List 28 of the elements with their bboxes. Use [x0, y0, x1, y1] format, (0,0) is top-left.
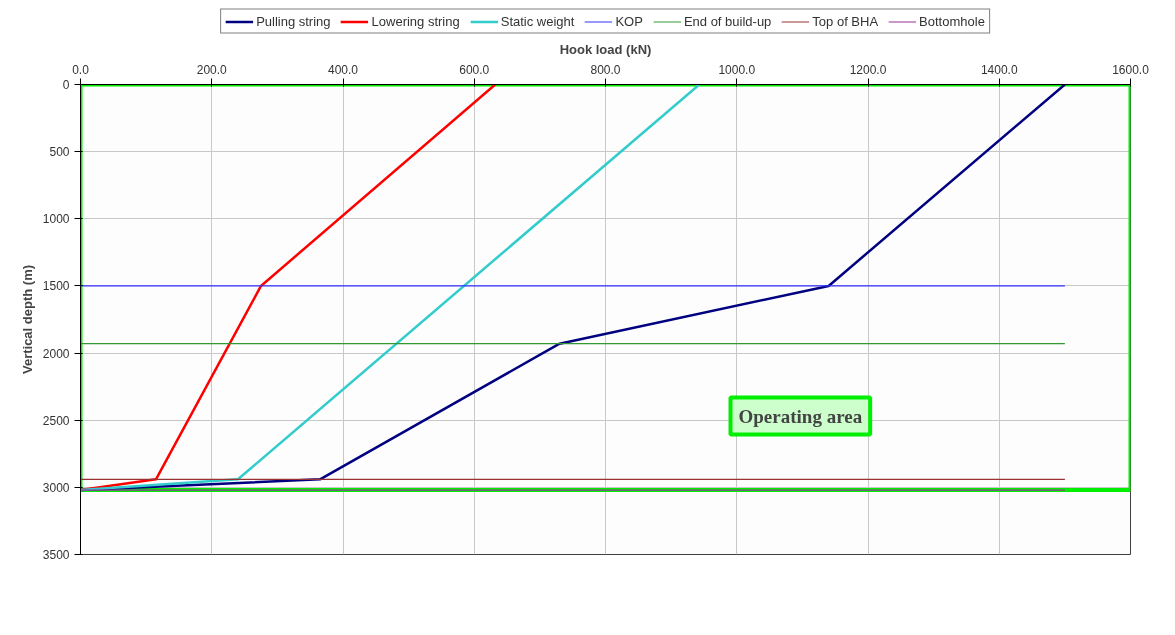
y-tick-label: 2000	[42, 346, 70, 361]
legend-label: Static weight	[500, 13, 575, 29]
legend-label: Top of BHA	[812, 13, 879, 29]
y-axis-title: Vertical depth (m)	[19, 264, 35, 375]
x-tick-label: 200.0	[196, 62, 228, 77]
x-tick-label: 600.0	[459, 62, 490, 77]
x-axis-title: Hook load (kN)	[559, 41, 652, 57]
x-tick-label: 0.0	[72, 62, 90, 77]
legend-label: Pulling string	[256, 13, 331, 29]
y-tick-label: 3000	[42, 480, 70, 495]
x-tick-label: 1400.0	[980, 62, 1018, 77]
y-tick-label: 500	[49, 145, 70, 160]
legend-label: End of build-up	[683, 13, 772, 29]
x-tick-label: 800.0	[590, 62, 621, 77]
annotation: Operating area	[738, 405, 863, 427]
x-tick-label: 1600.0	[1112, 62, 1150, 77]
x-tick-label: 1000.0	[718, 62, 756, 77]
legend-label: KOP	[615, 13, 643, 29]
line-series	[80, 84, 497, 492]
x-tick-label: 400.0	[327, 62, 359, 77]
legend-label: Lowering string	[371, 13, 460, 29]
y-tick-label: 3500	[42, 548, 70, 562]
y-tick-label: 0	[62, 78, 70, 92]
y-tick-label: 2500	[42, 413, 70, 428]
legend-label: Bottomhole	[919, 13, 985, 29]
y-tick-label: 1500	[42, 279, 70, 294]
x-tick-label: 1200.0	[849, 62, 887, 77]
y-tick-label: 1000	[42, 212, 70, 227]
